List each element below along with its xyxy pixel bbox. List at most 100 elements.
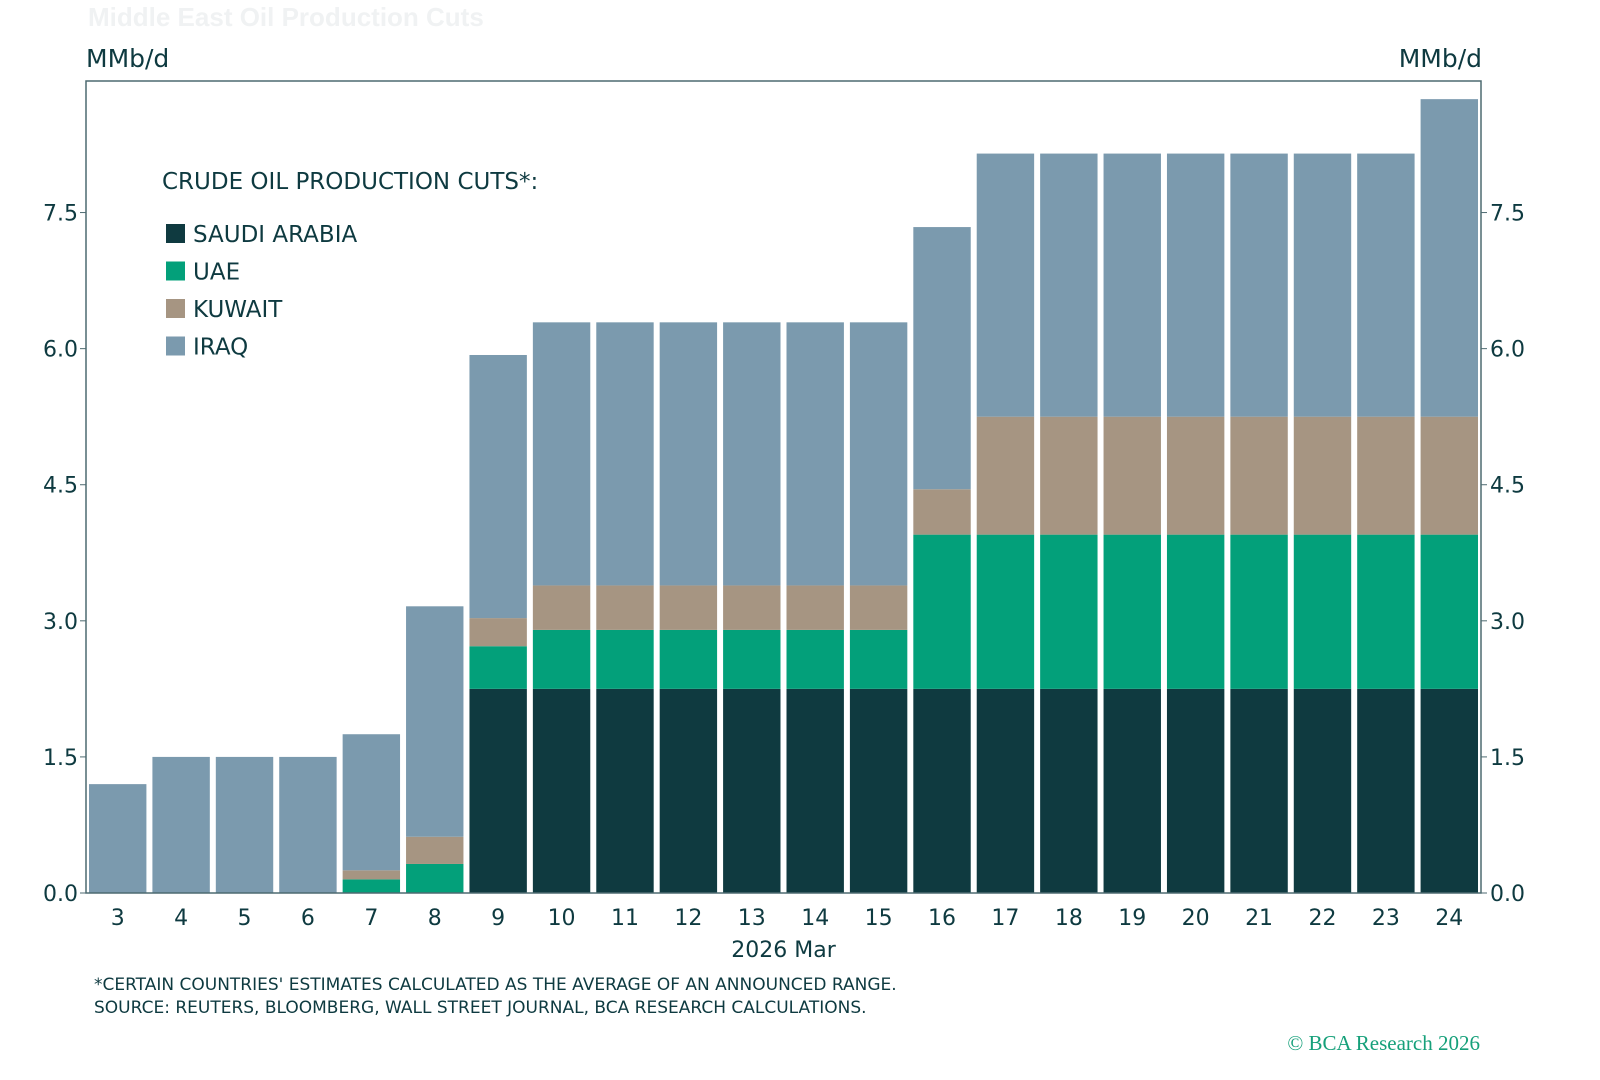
x-tick-label: 8 [428,906,442,931]
x-tick-label: 15 [865,906,893,931]
bar-segment-uae [1357,534,1415,689]
y-tick-label-right: 4.5 [1490,474,1525,499]
bar-segment-iraq [215,756,274,893]
plot-frame [85,80,1482,894]
legend-label: IRAQ [193,335,248,361]
bar-segment-iraq [279,756,337,893]
bar-segment-kuwait [723,585,781,630]
bar-segment-saudi-arabia [723,688,781,893]
bar-segment-iraq [659,322,718,586]
bar-segment-kuwait [849,585,908,630]
x-tick-label: 7 [364,906,378,931]
x-tick-label: 5 [238,906,252,931]
bar-segment-kuwait [342,870,401,880]
y-tick-label-left: 3.0 [43,610,78,635]
x-tick-label: 13 [738,906,766,931]
bar-segment-iraq [89,784,147,893]
x-tick-label: 14 [801,906,829,931]
bar-segment-saudi-arabia [786,688,844,893]
x-tick-label: 10 [548,906,576,931]
bar-segment-uae [1103,534,1161,689]
footnote: *CERTAIN COUNTRIES' ESTIMATES CALCULATED… [94,975,897,995]
bar-segment-uae [1166,534,1225,689]
bar-segment-iraq [976,153,1035,417]
bar-segment-kuwait [596,585,654,630]
bar-segment-iraq [786,322,844,586]
bar-segment-kuwait [1103,416,1161,535]
y-tick-label-left: 6.0 [43,338,78,363]
bar-segment-saudi-arabia [469,688,527,893]
x-tick-label: 4 [174,906,188,931]
bar-segment-iraq [849,322,908,586]
legend-swatch [166,299,185,318]
x-tick-label: 12 [674,906,702,931]
bar-segment-iraq [1293,153,1352,417]
bar-segment-uae [469,646,527,689]
y-tick-label-right: 0.0 [1490,882,1525,907]
bca-logo: © BCA Research 2026 [1287,1031,1480,1055]
x-tick-label: 20 [1182,906,1210,931]
bar-segment-saudi-arabia [1293,688,1352,893]
y-tick-label-left: 1.5 [43,746,78,771]
x-tick-label: 24 [1435,906,1463,931]
bar-segment-kuwait [1293,416,1352,535]
bar-segment-saudi-arabia [1166,688,1225,893]
bar-segment-kuwait [786,585,844,630]
bar-segment-kuwait [1357,416,1415,535]
x-tick-label: 18 [1055,906,1083,931]
chart-title: Middle East Oil Production Cuts [88,2,484,32]
bar-segment-kuwait [1230,416,1288,535]
legend-title: CRUDE OIL PRODUCTION CUTS*: [162,169,538,195]
bar-segment-uae [1040,534,1098,689]
bar-segment-iraq [469,354,527,619]
x-tick-label: 23 [1372,906,1400,931]
bar-segment-iraq [1230,153,1288,417]
x-tick-label: 16 [928,906,956,931]
bar-segment-iraq [1420,99,1478,417]
bar-segment-saudi-arabia [976,688,1035,893]
bar-segment-uae [913,534,971,689]
left-axis-unit: MMb/d [86,44,170,73]
bar-segment-saudi-arabia [1103,688,1161,893]
bar-segment-kuwait [532,585,591,630]
legend-swatch [166,336,185,356]
bar-segment-saudi-arabia [1357,688,1415,893]
bar-segment-saudi-arabia [913,688,971,893]
y-tick-label-left: 0.0 [43,882,78,907]
bar-segment-uae [1420,534,1478,689]
y-tick-label-left: 7.5 [43,202,78,227]
bar-segment-iraq [342,734,401,871]
bar-segment-uae [659,629,718,689]
legend-label: SAUDI ARABIA [193,222,357,248]
bar-segment-uae [1230,534,1288,689]
bar-segment-uae [406,863,464,893]
bar-segment-saudi-arabia [1230,688,1288,893]
bar-segment-saudi-arabia [1420,688,1478,893]
legend-label: KUWAIT [193,297,283,323]
x-tick-label: 19 [1118,906,1146,931]
legend-swatch [166,261,185,281]
bar-segment-saudi-arabia [596,688,654,893]
x-tick-label: 21 [1245,906,1273,931]
bar-segment-kuwait [659,585,718,630]
y-tick-label-right: 1.5 [1490,746,1525,771]
bar-segment-iraq [1040,153,1098,417]
y-tick-label-right: 3.0 [1490,610,1525,635]
bar-segment-uae [1293,534,1352,689]
source-note: SOURCE: REUTERS, BLOOMBERG, WALL STREET … [94,998,867,1018]
bar-segment-uae [723,629,781,689]
bar-segment-uae [786,629,844,689]
x-tick-label: 22 [1308,906,1336,931]
bar-segment-uae [596,629,654,689]
bar-segment-iraq [532,322,591,586]
bar-segment-uae [976,534,1035,689]
bar-segment-iraq [1166,153,1225,417]
bar-segment-kuwait [1420,416,1478,535]
legend-label: UAE [193,260,240,286]
bar-segment-kuwait [976,416,1035,535]
bar-segment-kuwait [469,618,527,647]
x-tick-label: 17 [991,906,1019,931]
bar-segment-saudi-arabia [532,688,591,893]
x-tick-label: 11 [611,906,639,931]
